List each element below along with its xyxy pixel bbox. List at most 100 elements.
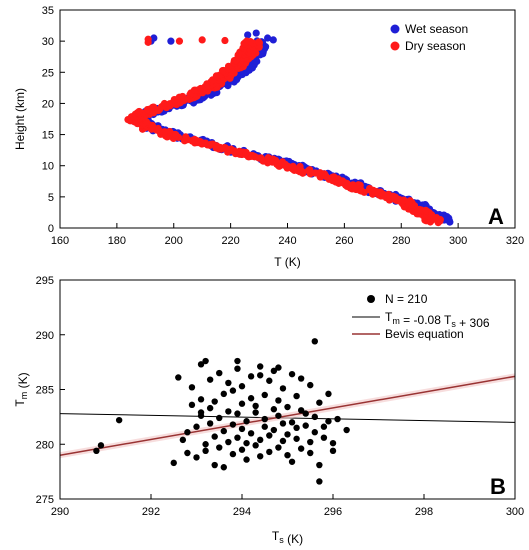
- data-point: [229, 421, 237, 428]
- y-tick-label: 290: [36, 330, 54, 342]
- data-point: [320, 434, 328, 441]
- panel-b-lines: [59, 373, 516, 459]
- data-point: [279, 437, 287, 445]
- data-point: [160, 99, 169, 108]
- legend-fit-line-label: Tm = -0.08 Ts + 306: [385, 310, 490, 330]
- data-point: [234, 357, 241, 365]
- data-point: [170, 459, 177, 467]
- data-point: [293, 424, 300, 432]
- legend-n-marker: [367, 295, 375, 303]
- data-point: [229, 450, 237, 458]
- data-point: [211, 398, 218, 405]
- data-point: [225, 438, 232, 446]
- data-point: [242, 148, 250, 157]
- data-point: [202, 357, 209, 365]
- data-point: [288, 370, 296, 378]
- panel-a-ticks: 160 180 200 220 240 260 280 300 320 0 5 10 15 20 25 30 3…: [42, 5, 524, 247]
- y-tick-label: 20: [42, 98, 54, 110]
- data-point: [349, 181, 357, 189]
- x-tick-label: 294: [233, 506, 251, 518]
- data-point: [252, 29, 260, 37]
- x-tick-label: 180: [108, 235, 126, 247]
- data-point: [224, 62, 233, 70]
- data-point: [329, 447, 337, 455]
- data-point: [288, 458, 296, 465]
- data-point: [264, 154, 272, 162]
- data-point: [257, 154, 265, 162]
- y-tick-label: 25: [42, 67, 54, 79]
- data-point: [316, 399, 323, 406]
- data-point: [238, 446, 246, 453]
- y-tick-label: 30: [42, 36, 54, 48]
- data-point: [325, 418, 332, 425]
- data-point: [302, 422, 309, 429]
- data-point: [307, 438, 314, 446]
- data-point: [188, 384, 196, 391]
- data-point: [193, 454, 200, 461]
- data-point: [184, 449, 191, 457]
- data-point: [252, 442, 259, 449]
- data-point: [198, 36, 206, 44]
- legend-n-label: N = 210: [385, 292, 428, 306]
- panel-a: 160 180 200 220 240 260 280 300 320 0 5 10 15 20 25 30 3…: [13, 5, 524, 269]
- data-point: [293, 392, 300, 400]
- x-tick-label: 200: [165, 235, 183, 247]
- data-point: [150, 34, 158, 42]
- panel-a-points: [124, 29, 454, 227]
- data-point: [279, 385, 287, 392]
- data-point: [144, 35, 152, 43]
- data-point: [316, 461, 323, 469]
- data-point: [179, 436, 187, 444]
- y-tick-label: 275: [36, 494, 54, 506]
- data-point: [216, 414, 223, 422]
- data-point: [238, 425, 246, 433]
- data-point: [93, 447, 100, 455]
- x-tick-label: 292: [142, 506, 160, 518]
- data-point: [220, 464, 227, 471]
- data-point: [297, 445, 305, 452]
- data-point: [330, 173, 338, 181]
- data-point: [329, 439, 337, 447]
- legend-wet-season-marker: [390, 24, 400, 34]
- panel-b-x-axis-label: Ts (K): [272, 529, 303, 546]
- data-point: [270, 426, 278, 434]
- data-point: [334, 415, 341, 423]
- data-point: [421, 200, 429, 209]
- panel-b: 290 292 294 296 298 300 275 280 285 290 295 Ts (K)…: [13, 275, 524, 546]
- data-point: [197, 396, 205, 403]
- data-point: [184, 429, 191, 436]
- data-point: [172, 131, 180, 139]
- data-point: [167, 37, 175, 45]
- data-point: [197, 409, 205, 416]
- data-point: [135, 107, 143, 116]
- panel-a-y-axis-label: Height (km): [13, 88, 27, 150]
- data-point: [343, 426, 350, 434]
- legend-bevis-label: Bevis equation: [385, 327, 464, 341]
- data-point: [216, 444, 223, 451]
- data-point: [297, 407, 305, 414]
- data-point: [202, 441, 209, 448]
- data-point: [270, 406, 278, 413]
- data-point: [243, 456, 250, 463]
- data-point: [293, 435, 300, 442]
- x-tick-label: 260: [335, 235, 353, 247]
- panel-b-y-axis-label: Tm (K): [13, 372, 30, 406]
- data-point: [234, 365, 241, 372]
- legend-dry-season-label: Dry season: [405, 39, 466, 53]
- x-tick-label: 300: [449, 235, 467, 247]
- data-point: [316, 478, 323, 485]
- panel-a-legend: Wet season Dry season: [390, 22, 468, 53]
- data-point: [311, 429, 318, 436]
- data-point: [202, 447, 209, 455]
- data-point: [221, 36, 229, 45]
- x-tick-label: 280: [392, 235, 410, 247]
- data-point: [302, 410, 309, 417]
- data-point: [266, 432, 273, 439]
- data-point: [266, 377, 273, 384]
- x-tick-label: 240: [278, 235, 296, 247]
- data-point: [150, 103, 158, 111]
- data-point: [247, 395, 255, 402]
- data-point: [206, 376, 214, 383]
- panel-b-ticks: 290 292 294 296 298 300 275 280 285 290 295: [36, 275, 525, 518]
- data-point: [270, 367, 278, 375]
